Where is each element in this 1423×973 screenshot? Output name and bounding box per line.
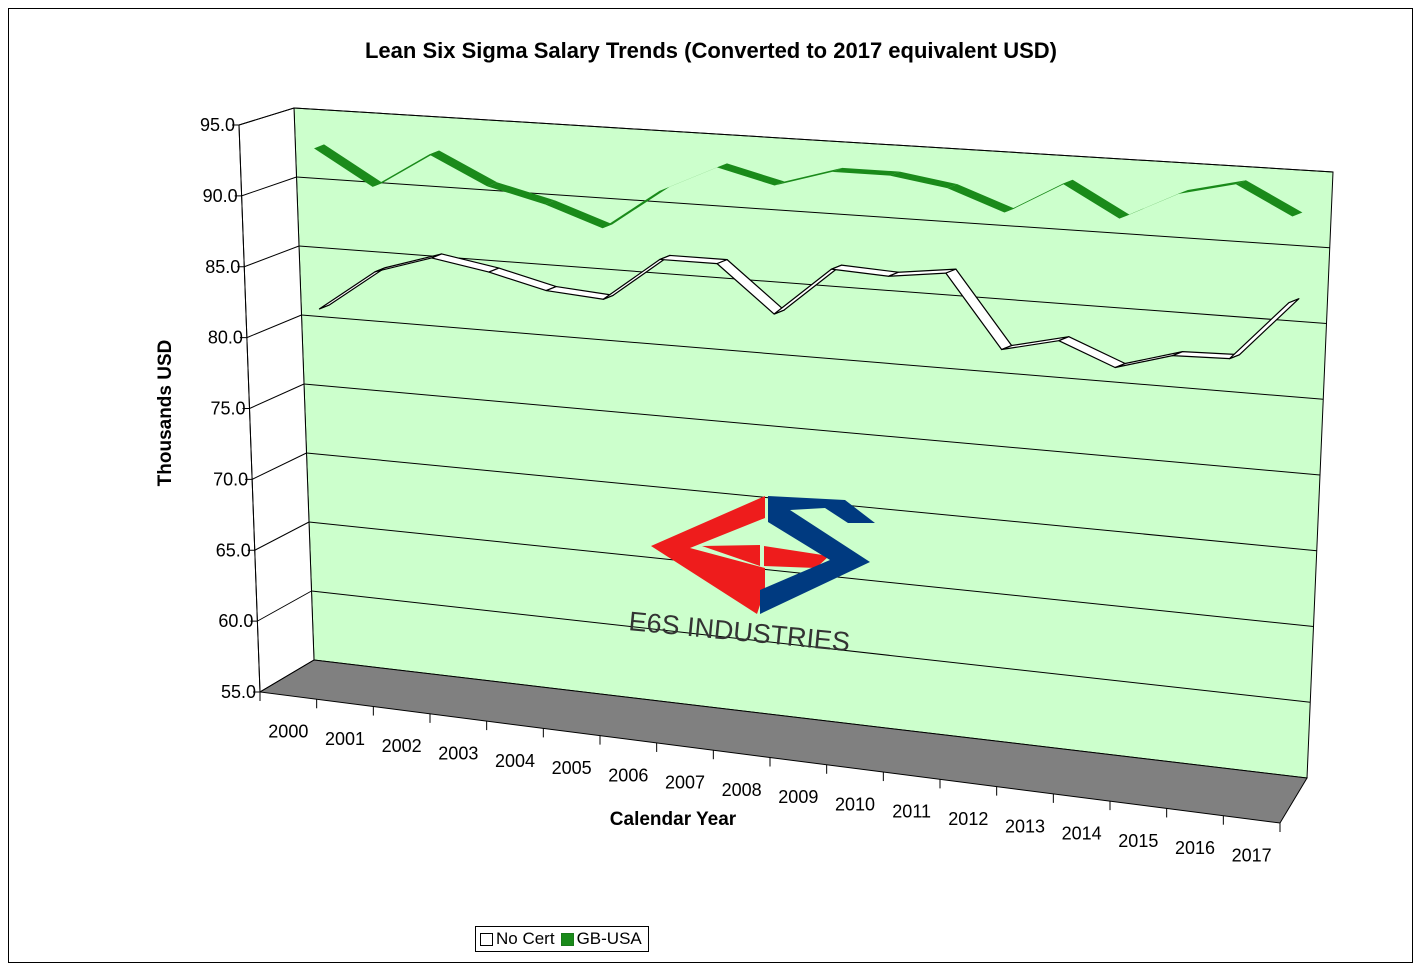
x-tick-label: 2012 xyxy=(948,809,988,829)
x-tick-label: 2010 xyxy=(835,794,875,814)
series-gb-usa xyxy=(314,144,1303,229)
x-tick-label: 2006 xyxy=(608,765,648,785)
gb-usa-segment xyxy=(716,163,785,186)
x-tick-label: 2001 xyxy=(325,729,365,749)
x-tick-label: 2014 xyxy=(1062,824,1102,844)
x-tick-label: 2005 xyxy=(552,758,592,778)
side-gridlines xyxy=(238,107,315,693)
y-axis: 95.0 90.0 85.0 80.0 75.0 70.0 65.0 60.0 55.0 xyxy=(200,115,261,702)
x-tick-label: 2000 xyxy=(268,722,308,742)
gb-usa-segment xyxy=(544,200,613,229)
x-tick-label: 2013 xyxy=(1005,816,1045,836)
side-gridline xyxy=(241,176,297,197)
y-tick-label: 90.0 xyxy=(203,186,238,206)
gridline xyxy=(303,383,1321,476)
y-tick-label: 55.0 xyxy=(221,682,256,702)
series-no-cert xyxy=(318,253,1300,369)
gb-usa-segment xyxy=(372,150,440,187)
x-tick-label: 2009 xyxy=(778,787,818,807)
x-axis: 2000 2001 2002 2003 2004 2005 2006 2007 2008 2009… xyxy=(259,692,1281,865)
x-tick-label: 2008 xyxy=(722,780,762,800)
gridline xyxy=(293,107,1334,173)
side-gridline xyxy=(244,245,300,268)
x-tick-label: 2016 xyxy=(1175,838,1215,858)
gb-usa-segment xyxy=(947,184,1015,213)
y-tick-label: 75.0 xyxy=(210,399,245,419)
legend-label-gb-usa: GB-USA xyxy=(576,929,642,948)
y-tick-label: 95.0 xyxy=(200,115,235,135)
side-gridline xyxy=(257,590,312,622)
x-tick-label: 2015 xyxy=(1118,831,1158,851)
gb-usa-segment xyxy=(1177,180,1246,195)
y-tick-label: 85.0 xyxy=(205,257,240,277)
gb-usa-segment xyxy=(1119,190,1188,219)
y-tick-label: 60.0 xyxy=(218,611,253,631)
gb-usa-segment xyxy=(1004,179,1073,213)
e6s-logo xyxy=(651,496,875,614)
chart-title: Lean Six Sigma Salary Trends (Converted … xyxy=(365,38,1057,63)
gb-usa-segment xyxy=(1235,180,1303,217)
legend-item-gb-usa: GB-USA xyxy=(560,929,642,949)
x-axis-title: Calendar Year xyxy=(610,809,737,830)
x-tick-label: 2003 xyxy=(438,743,478,763)
side-gridline xyxy=(246,314,302,339)
x-tick-label: 2017 xyxy=(1232,845,1272,865)
gb-usa-segment xyxy=(602,186,670,229)
side-gridline xyxy=(254,521,310,551)
legend-item-no-cert: No Cert xyxy=(480,929,555,949)
gb-usa-segment xyxy=(889,171,958,189)
legend: No Cert GB-USA xyxy=(475,926,649,952)
y-tick-label: 70.0 xyxy=(213,469,248,489)
no-cert-segment xyxy=(1228,298,1300,360)
y-axis-title: Thousands USD xyxy=(155,340,176,487)
x-tick-label: 2002 xyxy=(382,736,422,756)
gb-usa-segment xyxy=(487,182,555,205)
gb-usa-segment xyxy=(659,163,727,191)
side-gridline xyxy=(259,659,315,693)
y-tick-label: 65.0 xyxy=(216,540,251,560)
legend-swatch-gb-usa xyxy=(560,932,574,946)
gb-usa-segment xyxy=(832,167,900,176)
x-tick-label: 2007 xyxy=(665,773,705,793)
x-tick-label: 2004 xyxy=(495,751,535,771)
gridline xyxy=(296,176,1330,249)
gb-usa-segment xyxy=(429,150,498,187)
side-gridline xyxy=(251,452,307,480)
gridline xyxy=(301,314,1324,400)
legend-label-no-cert: No Cert xyxy=(496,929,555,948)
gb-usa-segment xyxy=(314,144,383,187)
gb-usa-segment xyxy=(1062,179,1130,219)
y-tick-label: 80.0 xyxy=(208,328,243,348)
side-gridline xyxy=(238,107,295,126)
side-gridline xyxy=(249,383,305,409)
gridline xyxy=(311,590,1311,703)
legend-swatch-no-cert xyxy=(480,932,493,946)
gb-usa-segment xyxy=(774,167,843,186)
x-tick-label: 2011 xyxy=(892,802,931,822)
